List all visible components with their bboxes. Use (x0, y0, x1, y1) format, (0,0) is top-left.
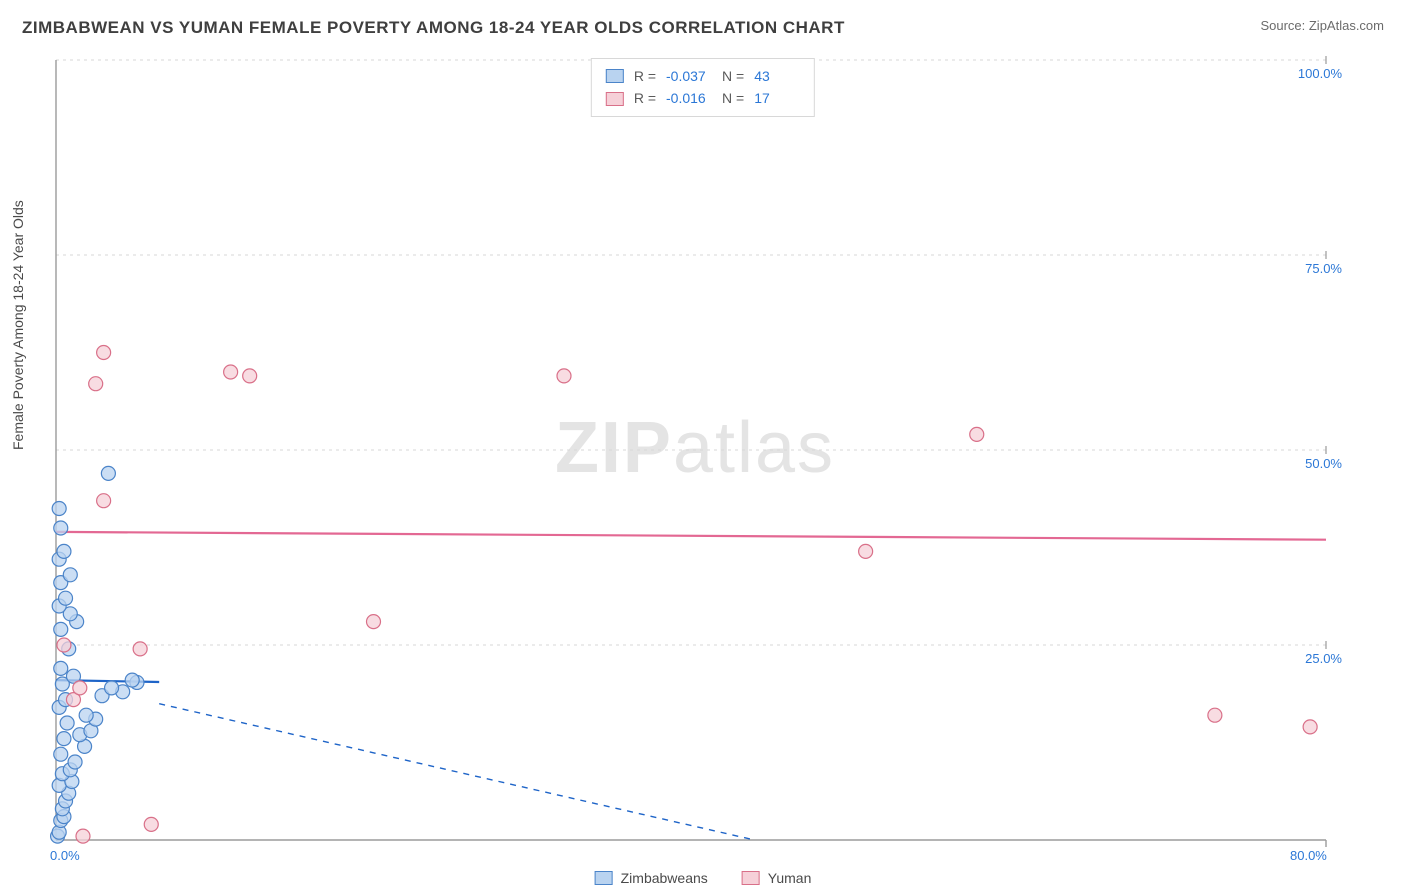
data-point (54, 622, 68, 636)
data-point (59, 591, 73, 605)
data-point (1303, 720, 1317, 734)
source-prefix: Source: (1260, 18, 1308, 33)
data-point (101, 466, 115, 480)
y-tick-label: 100.0% (1298, 66, 1342, 81)
legend-swatch (742, 871, 760, 885)
data-point (68, 755, 82, 769)
trend-line-dashed (159, 704, 754, 840)
y-tick-label: 75.0% (1305, 261, 1342, 276)
r-label: R = (634, 87, 656, 109)
r-value: -0.016 (666, 87, 712, 109)
data-point (105, 681, 119, 695)
source-label: Source: ZipAtlas.com (1260, 18, 1384, 33)
x-tick-label: 80.0% (1290, 848, 1327, 863)
legend-swatch (595, 871, 613, 885)
data-point (57, 732, 71, 746)
n-label: N = (722, 87, 744, 109)
y-axis-label: Female Poverty Among 18-24 Year Olds (10, 200, 26, 450)
n-value: 43 (754, 65, 800, 87)
source-name: ZipAtlas.com (1309, 18, 1384, 33)
data-point (125, 673, 139, 687)
data-point (970, 427, 984, 441)
data-point (54, 747, 68, 761)
legend-label: Yuman (768, 870, 812, 886)
data-point (54, 661, 68, 675)
n-value: 17 (754, 87, 800, 109)
scatter-plot (50, 52, 1340, 852)
data-point (97, 346, 111, 360)
header: ZIMBABWEAN VS YUMAN FEMALE POVERTY AMONG… (0, 0, 1406, 44)
data-point (79, 708, 93, 722)
data-point (133, 642, 147, 656)
legend-swatch (606, 69, 624, 83)
chart-area: ZIPatlas 25.0%50.0%75.0%100.0%0.0%80.0% (50, 52, 1340, 852)
data-point (89, 377, 103, 391)
data-point (243, 369, 257, 383)
data-point (859, 544, 873, 558)
legend-swatch (606, 92, 624, 106)
y-tick-label: 50.0% (1305, 456, 1342, 471)
correlation-legend-row: R = -0.016 N = 17 (606, 87, 800, 109)
data-point (97, 494, 111, 508)
data-point (60, 716, 74, 730)
legend-label: Zimbabweans (621, 870, 708, 886)
trend-line-solid (56, 532, 1326, 540)
legend-item: Yuman (742, 870, 812, 886)
series-legend: Zimbabweans Yuman (595, 870, 812, 886)
data-point (144, 817, 158, 831)
chart-title: ZIMBABWEAN VS YUMAN FEMALE POVERTY AMONG… (22, 18, 845, 38)
data-point (54, 521, 68, 535)
x-tick-label: 0.0% (50, 848, 80, 863)
correlation-legend: R = -0.037 N = 43 R = -0.016 N = 17 (591, 58, 815, 117)
data-point (76, 829, 90, 843)
legend-item: Zimbabweans (595, 870, 708, 886)
data-point (52, 502, 66, 516)
data-point (557, 369, 571, 383)
data-point (1208, 708, 1222, 722)
data-point (224, 365, 238, 379)
n-label: N = (722, 65, 744, 87)
r-value: -0.037 (666, 65, 712, 87)
correlation-legend-row: R = -0.037 N = 43 (606, 65, 800, 87)
data-point (367, 615, 381, 629)
data-point (57, 544, 71, 558)
data-point (63, 568, 77, 582)
y-tick-label: 25.0% (1305, 651, 1342, 666)
r-label: R = (634, 65, 656, 87)
data-point (57, 638, 71, 652)
data-point (73, 681, 87, 695)
